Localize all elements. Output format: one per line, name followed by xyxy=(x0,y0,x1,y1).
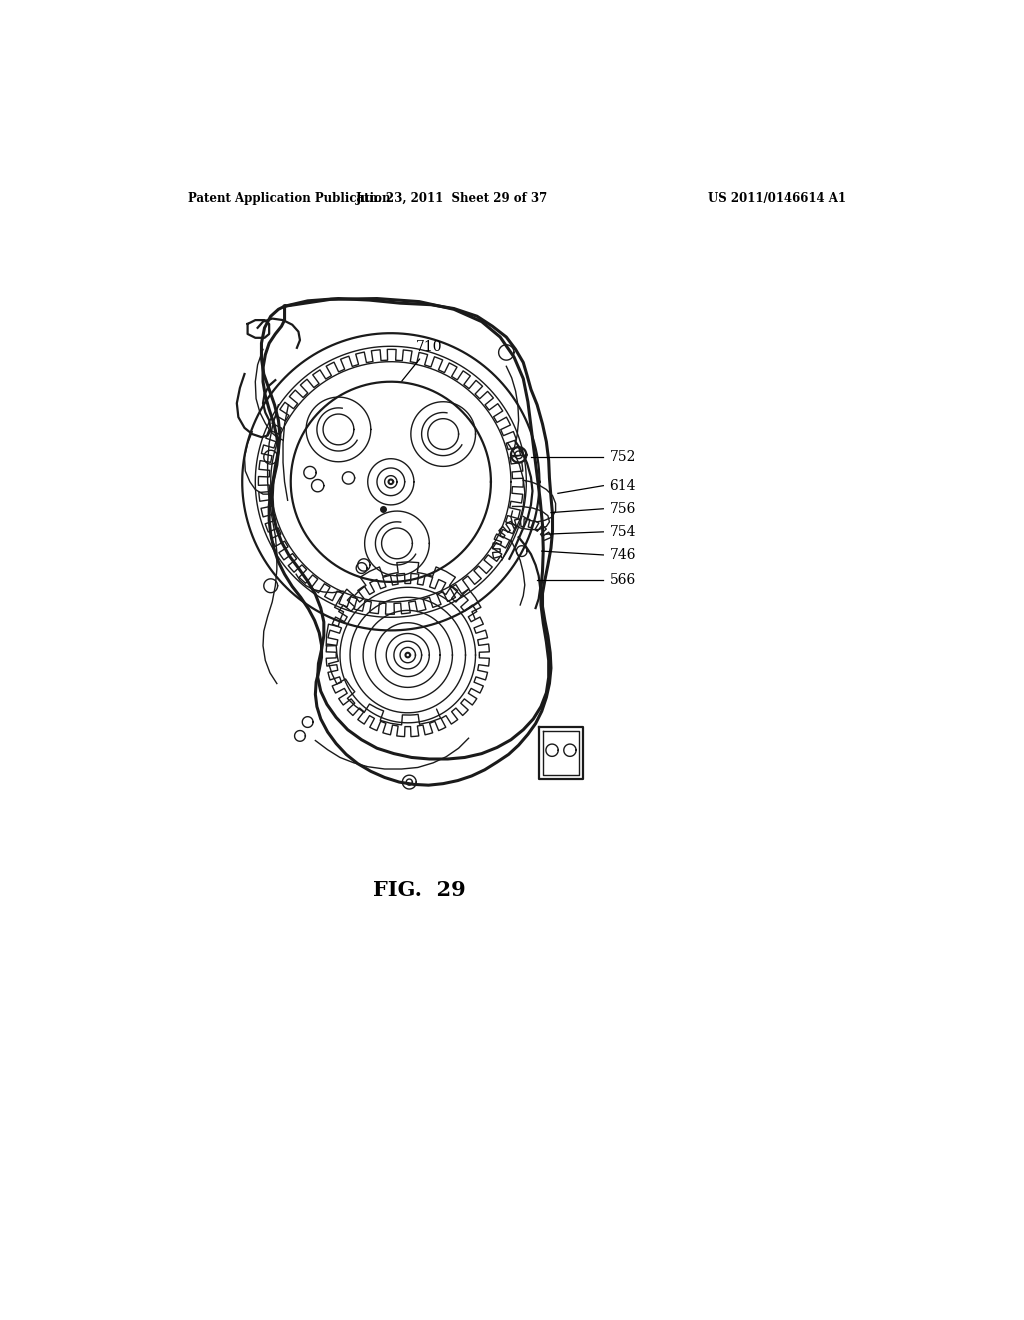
Text: 614: 614 xyxy=(609,479,636,492)
Text: 754: 754 xyxy=(609,525,636,539)
Text: US 2011/0146614 A1: US 2011/0146614 A1 xyxy=(708,191,846,205)
Text: 746: 746 xyxy=(609,548,636,562)
Text: 710: 710 xyxy=(401,341,442,381)
Text: Jun. 23, 2011  Sheet 29 of 37: Jun. 23, 2011 Sheet 29 of 37 xyxy=(356,191,549,205)
Text: 752: 752 xyxy=(609,450,636,465)
Text: 756: 756 xyxy=(609,502,636,516)
Text: FIG.  29: FIG. 29 xyxy=(373,880,466,900)
Text: Patent Application Publication: Patent Application Publication xyxy=(188,191,391,205)
Text: 566: 566 xyxy=(609,573,636,587)
